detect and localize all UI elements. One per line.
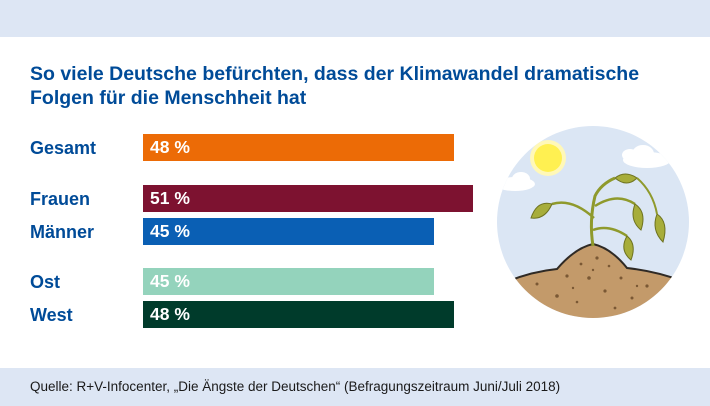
title-line-2: Folgen für die Menschheit hat — [30, 87, 307, 109]
bar-frauen: 51 % — [143, 185, 473, 212]
top-band — [0, 0, 710, 37]
bar-west: 48 % — [143, 301, 454, 328]
footer: Quelle: R+V-Infocenter, „Die Ängste der … — [0, 368, 710, 406]
category-label-ost: Ost — [30, 272, 61, 292]
bar-gesamt: 48 % — [143, 134, 454, 161]
chart-title: So viele Deutsche befürchten, dass der K… — [30, 62, 690, 110]
bar-m-nner: 45 % — [143, 218, 434, 245]
title-line-1: So viele Deutsche befürchten, dass der K… — [30, 63, 640, 85]
bar-ost: 45 % — [143, 268, 434, 295]
plant-icon — [530, 173, 666, 261]
bar-value-label: 45 % — [150, 271, 190, 291]
category-label-gesamt: Gesamt — [30, 138, 97, 158]
bar-value-label: 48 % — [150, 304, 190, 324]
category-label-west: West — [30, 305, 73, 325]
cloud-icon — [622, 145, 671, 168]
category-label-frauen: Frauen — [30, 189, 91, 209]
category-label-m-nner: Männer — [30, 222, 95, 242]
sun-icon — [530, 140, 566, 176]
bar-value-label: 51 % — [150, 188, 190, 208]
wilting-plant-icon — [497, 126, 689, 318]
bar-value-label: 45 % — [150, 221, 190, 241]
bar-value-label: 48 % — [150, 137, 190, 157]
source-text: Quelle: R+V-Infocenter, „Die Ängste der … — [30, 379, 561, 394]
